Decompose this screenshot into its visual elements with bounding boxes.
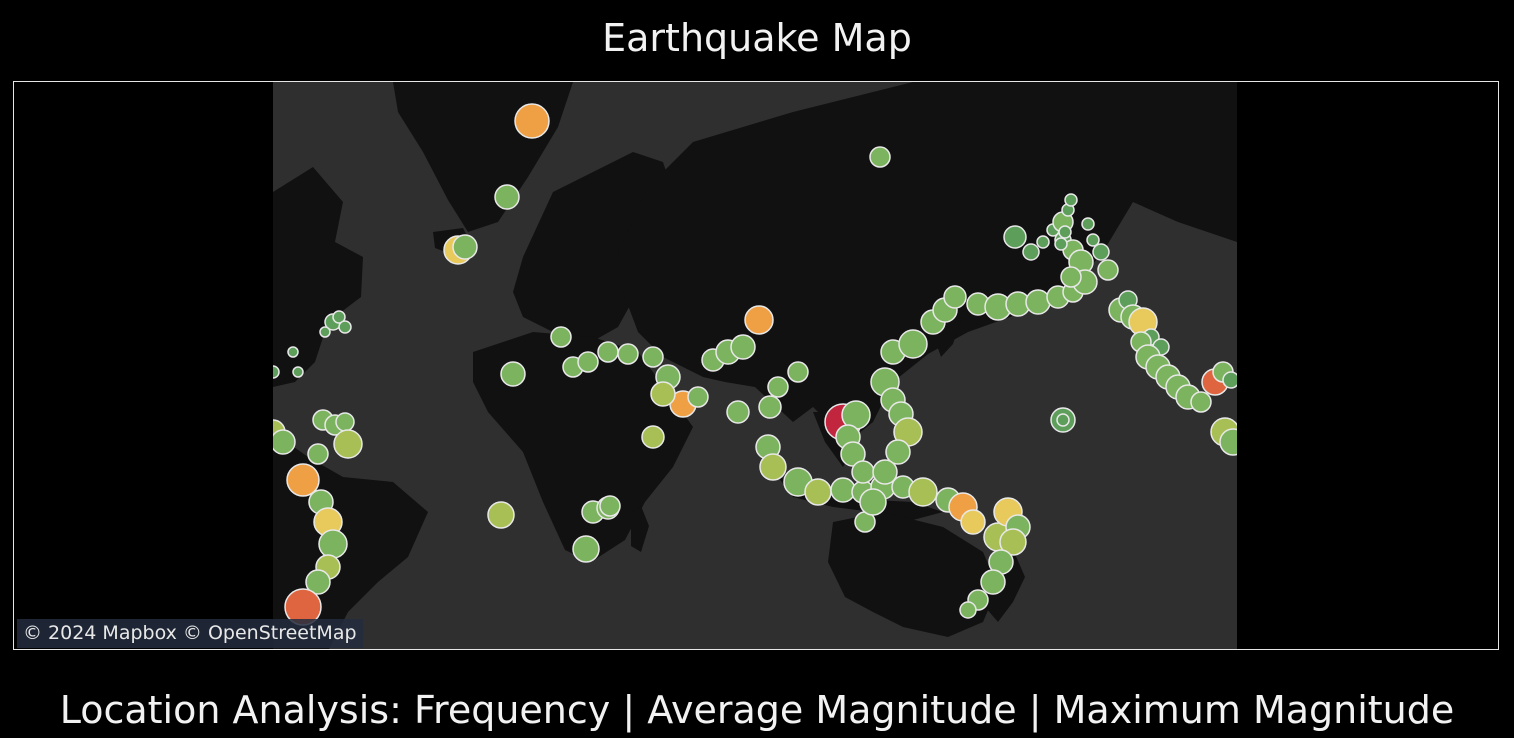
earthquake-marker[interactable] [1086, 233, 1100, 247]
map-panel[interactable] [273, 82, 1237, 650]
earthquake-marker[interactable] [1058, 225, 1072, 239]
earthquake-marker[interactable] [1219, 428, 1237, 456]
earthquake-marker[interactable] [1054, 237, 1068, 251]
earthquake-marker[interactable] [273, 365, 280, 379]
earthquake-marker[interactable] [787, 361, 809, 383]
earthquake-marker[interactable] [319, 326, 331, 338]
earthquake-marker[interactable] [744, 305, 774, 335]
earthquake-marker[interactable] [726, 400, 750, 424]
earthquake-marker[interactable] [550, 326, 572, 348]
earthquake-marker[interactable] [1036, 235, 1050, 249]
earthquake-marker[interactable] [650, 381, 676, 407]
land-madagascar [631, 506, 649, 552]
earthquake-marker[interactable] [599, 495, 621, 517]
earthquake-marker[interactable] [335, 412, 355, 432]
land-north-america [273, 167, 363, 387]
earthquake-marker[interactable] [292, 366, 304, 378]
earthquake-marker[interactable] [273, 429, 296, 455]
land-asia [618, 82, 1237, 442]
map-canvas[interactable] [273, 82, 1237, 650]
earthquake-marker[interactable] [872, 459, 898, 485]
earthquake-marker[interactable] [1064, 193, 1078, 207]
earthquake-markers[interactable] [273, 103, 1237, 626]
earthquake-marker[interactable] [642, 346, 664, 368]
earthquake-marker[interactable] [1025, 289, 1051, 315]
earthquake-marker[interactable] [487, 501, 515, 529]
earthquake-marker[interactable] [1222, 371, 1237, 389]
earthquake-marker[interactable] [687, 386, 709, 408]
earthquake-marker[interactable] [804, 478, 832, 506]
earthquake-marker[interactable] [452, 234, 478, 260]
earthquake-marker[interactable] [869, 146, 891, 168]
earthquake-marker[interactable] [898, 329, 928, 359]
earthquake-marker[interactable] [307, 443, 329, 465]
earthquake-marker[interactable] [1022, 243, 1040, 261]
earthquake-marker[interactable] [597, 341, 619, 363]
earthquake-marker[interactable] [959, 601, 977, 619]
earthquake-marker[interactable] [338, 320, 352, 334]
earthquake-marker[interactable] [859, 488, 887, 516]
earthquake-marker[interactable] [1056, 413, 1070, 427]
earthquake-marker[interactable] [500, 361, 526, 387]
earthquake-marker[interactable] [999, 528, 1027, 556]
earthquake-marker[interactable] [318, 529, 348, 559]
earthquake-marker[interactable] [305, 569, 331, 595]
earthquake-marker[interactable] [514, 103, 550, 139]
land-australia [828, 512, 998, 637]
earthquake-marker[interactable] [1092, 243, 1110, 261]
earthquake-marker[interactable] [1097, 259, 1119, 281]
earthquake-marker[interactable] [960, 509, 986, 535]
map-attribution[interactable]: © 2024 Mapbox © OpenStreetMap [17, 619, 363, 648]
earthquake-marker[interactable] [1190, 391, 1212, 413]
earthquake-marker[interactable] [851, 460, 875, 484]
earthquake-marker[interactable] [759, 453, 787, 481]
earthquake-marker[interactable] [333, 429, 363, 459]
earthquake-marker[interactable] [730, 334, 756, 360]
earthquake-marker[interactable] [1003, 225, 1027, 249]
earthquake-marker[interactable] [830, 477, 856, 503]
earthquake-marker[interactable] [1081, 217, 1095, 231]
earthquake-marker[interactable] [617, 343, 639, 365]
page-title: Earthquake Map [602, 16, 912, 60]
map-frame: © 2024 Mapbox © OpenStreetMap [13, 81, 1499, 650]
land-layer [273, 82, 1237, 649]
land-africa [473, 332, 693, 562]
earthquake-marker[interactable] [980, 569, 1006, 595]
earthquake-marker[interactable] [577, 351, 599, 373]
earthquake-marker[interactable] [885, 439, 911, 465]
earthquake-marker[interactable] [758, 395, 782, 419]
earthquake-marker[interactable] [943, 285, 967, 309]
earthquake-marker[interactable] [641, 425, 665, 449]
earthquake-marker[interactable] [1060, 266, 1082, 288]
earthquake-marker[interactable] [494, 184, 520, 210]
earthquake-marker[interactable] [908, 477, 938, 507]
earthquake-marker[interactable] [332, 310, 346, 324]
earthquake-marker[interactable] [572, 535, 600, 563]
earthquake-marker[interactable] [286, 463, 320, 497]
earthquake-marker[interactable] [287, 346, 299, 358]
analysis-caption: Location Analysis: Frequency | Average M… [59, 688, 1455, 732]
earthquake-marker[interactable] [767, 376, 789, 398]
